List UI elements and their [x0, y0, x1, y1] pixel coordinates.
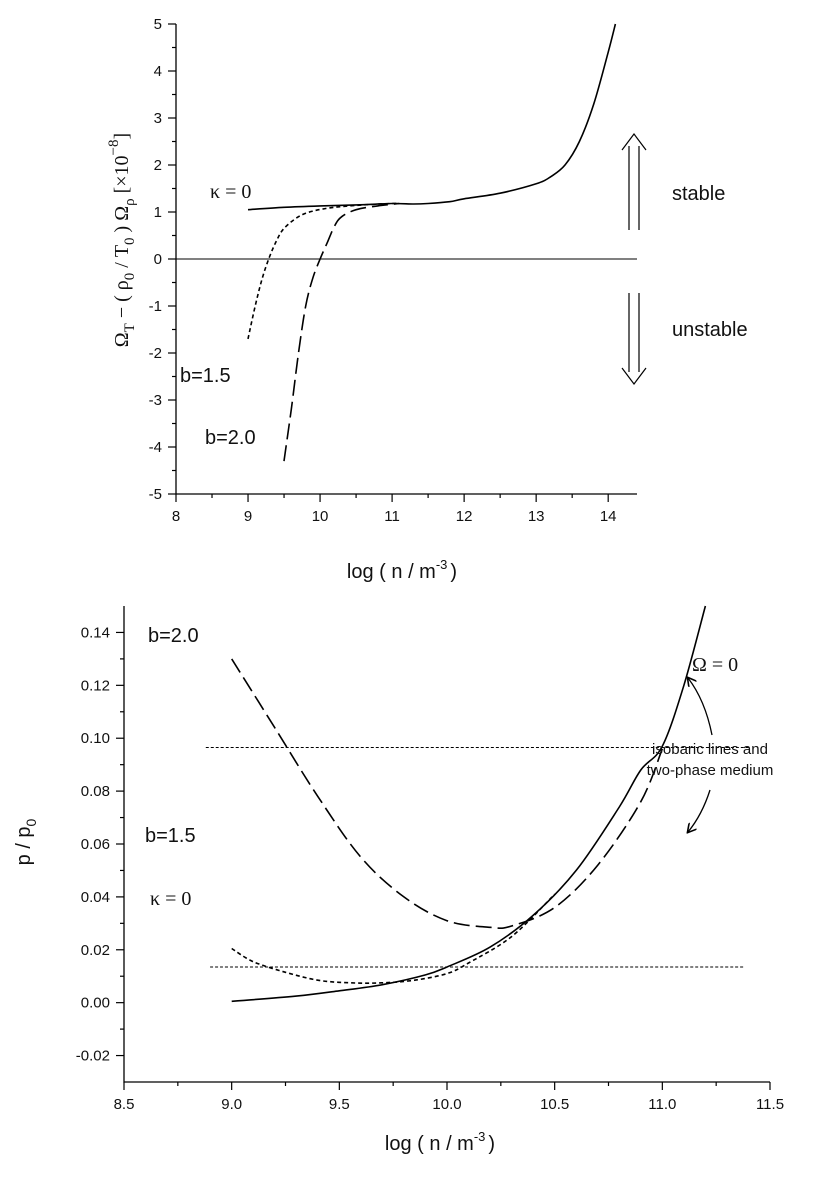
unstable-arrow	[621, 293, 647, 385]
top-y-label-sub2: 0	[122, 273, 138, 281]
bottom-y-tick-label: -0.02	[76, 1048, 110, 1065]
bottom-y-tick-label: 0.04	[81, 889, 110, 906]
bottom-x-tick-label: 10.5	[540, 1096, 569, 1113]
bottom-y-label-main: p / p	[13, 826, 35, 865]
top-y-tick-label: -1	[149, 298, 162, 315]
bottom-label-omega: Ω = 0	[692, 654, 738, 676]
top-label-b20: b=2.0	[205, 427, 256, 449]
top-x-axis-label: log ( n / m-3)	[347, 557, 457, 583]
top-y-tick-label: 3	[154, 110, 162, 127]
top-x-tick-label: 10	[312, 508, 329, 525]
bottom-y-axis-label: p / p0	[13, 818, 39, 865]
top-y-label-mid3: ) Ω	[111, 206, 133, 238]
bottom-x-tick-label: 8.5	[114, 1096, 135, 1113]
isobar-arrow-upper	[688, 678, 713, 736]
bottom-x-tick-label: 9.5	[329, 1096, 350, 1113]
top-x-tick-label: 12	[456, 508, 473, 525]
bottom-x-axis-label: log ( n / m-3)	[385, 1129, 495, 1155]
top-label-stable: stable	[672, 183, 725, 205]
top-y-tick-label: 0	[154, 251, 162, 268]
bottom-y-label-sub: 0	[23, 818, 39, 826]
top-y-tick-label: -3	[149, 392, 162, 409]
bottom-label-kappa: κ = 0	[150, 888, 191, 910]
bottom-panel: 8.5 9.0 9.5 10.0 10.5 11.0 11.5 -0.02 0.00 0.02 0.…	[13, 605, 784, 1155]
bottom-x-tick-label: 10.0	[432, 1096, 461, 1113]
top-y-label-mid2: / T	[111, 245, 133, 273]
top-y-tick-label: -2	[149, 345, 162, 362]
top-y-tick-label: 5	[154, 16, 162, 33]
top-label-kappa: κ = 0	[210, 181, 251, 203]
top-y-label-unit: [×10	[111, 155, 133, 198]
top-y-label-unit-sup: −8	[106, 139, 122, 155]
top-label-unstable: unstable	[672, 319, 748, 341]
top-y-label-sub4: ρ	[122, 198, 138, 206]
top-y-label-sub1: T	[122, 323, 138, 332]
isobar-arrow-lower	[688, 789, 711, 832]
top-y-tick-label: -4	[149, 439, 162, 456]
top-y-axis-label: ΩT − ( ρ0 / T0 ) Ωρ [×10−8]	[106, 133, 138, 347]
top-x-axis-label-end: )	[450, 561, 457, 583]
bottom-series-b-2-0	[231, 658, 664, 930]
top-label-b15: b=1.5	[180, 365, 231, 387]
top-x-tick-label: 14	[600, 508, 617, 525]
top-series-b-2-0	[283, 202, 400, 462]
bottom-y-tick-label: 0.00	[81, 995, 110, 1012]
top-plot-area	[175, 23, 637, 495]
top-y-label-unit-end: ]	[111, 133, 133, 140]
top-x-tick-label: 11	[384, 508, 400, 525]
bottom-series--0	[231, 605, 707, 1003]
bottom-y-tick-label: 0.12	[81, 677, 110, 694]
bottom-label-b20: b=2.0	[148, 625, 199, 647]
top-x-tick-label: 8	[172, 508, 180, 525]
bottom-y-tick-label: 0.08	[81, 783, 110, 800]
bottom-y-tick-label: 0.14	[81, 624, 110, 641]
bottom-x-tick-label: 11.5	[756, 1096, 784, 1113]
bottom-y-tick-label: 0.06	[81, 836, 110, 853]
top-y-tick-label: 1	[154, 204, 162, 221]
bottom-y-tick-label: 0.10	[81, 730, 110, 747]
isobaric-note-line2: two-phase medium	[647, 762, 774, 779]
top-y-label-sub3: 0	[122, 237, 138, 245]
top-series-b-1-5	[247, 202, 400, 340]
bottom-x-axis-label-sup: -3	[474, 1129, 486, 1144]
top-y-tick-label: -5	[149, 486, 162, 503]
top-y-tick-label: 4	[154, 63, 162, 80]
top-x-tick-label: 13	[528, 508, 545, 525]
top-series--0	[247, 23, 617, 211]
bottom-axes	[123, 606, 770, 1083]
bottom-x-axis-label-main: log ( n / m	[385, 1133, 474, 1155]
top-y-label-mid: − ( ρ	[111, 280, 133, 323]
bottom-plot-area	[123, 605, 770, 1083]
bottom-x-tick-label: 9.0	[221, 1096, 242, 1113]
top-x-axis-label-sup: -3	[436, 557, 448, 572]
top-y-label-omega: Ω	[111, 332, 133, 347]
bottom-x-tick-label: 11.0	[648, 1096, 676, 1113]
top-x-axis-label-main: log ( n / m	[347, 561, 436, 583]
bottom-ticks: 8.5 9.0 9.5 10.0 10.5 11.0 11.5 -0.02 0.00 0.02 0.…	[76, 624, 784, 1113]
bottom-y-tick-label: 0.02	[81, 942, 110, 959]
stable-arrow	[621, 133, 647, 230]
top-y-tick-label: 2	[154, 157, 162, 174]
bottom-series-b-1-5	[231, 893, 556, 984]
bottom-label-b15: b=1.5	[145, 825, 196, 847]
bottom-x-axis-label-end: )	[488, 1133, 495, 1155]
isobaric-note-line1: isobaric lines and	[652, 741, 768, 758]
top-x-tick-label: 9	[244, 508, 252, 525]
